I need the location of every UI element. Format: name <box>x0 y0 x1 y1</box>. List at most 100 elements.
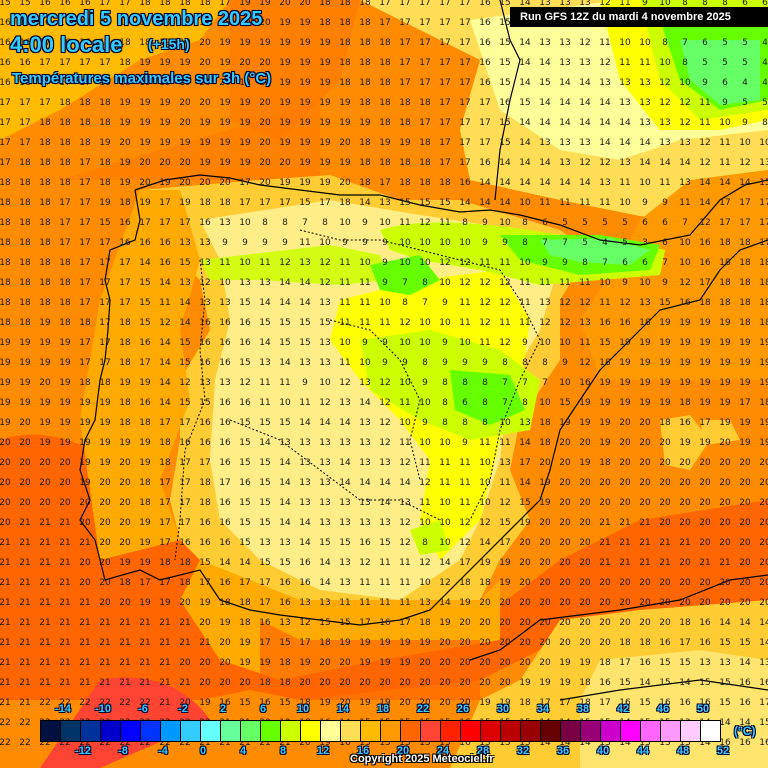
grid-value: 20 <box>119 138 131 148</box>
grid-value: 19 <box>719 318 731 328</box>
legend-label-top: 2 <box>219 703 227 715</box>
grid-value: 9 <box>622 278 628 288</box>
grid-value: 11 <box>499 258 511 268</box>
grid-value: 17 <box>79 218 91 228</box>
grid-value: 19 <box>559 418 571 428</box>
grid-value: 21 <box>619 518 631 528</box>
grid-value: 18 <box>119 318 131 328</box>
grid-value: 20 <box>659 478 671 488</box>
grid-value: 19 <box>319 698 331 708</box>
grid-value: 17 <box>699 418 711 428</box>
grid-value: 20 <box>639 458 651 468</box>
grid-value: 7 <box>522 378 528 388</box>
grid-value: 20 <box>579 598 591 608</box>
legend-label-bottom: 20 <box>396 745 410 757</box>
grid-value: 19 <box>119 378 131 388</box>
grid-value: 19 <box>699 398 711 408</box>
grid-value: 18 <box>419 98 431 108</box>
grid-value: 20 <box>719 518 731 528</box>
grid-value: 17 <box>59 218 71 228</box>
grid-value: 22 <box>39 698 51 708</box>
grid-value: 18 <box>719 258 731 268</box>
grid-value: 20 <box>539 598 551 608</box>
grid-value: 20 <box>579 478 591 488</box>
grid-value: 15 <box>499 118 511 128</box>
legend-swatch <box>181 721 201 741</box>
grid-value: 13 <box>179 238 191 248</box>
grid-value: 19 <box>359 658 371 668</box>
grid-value: 20 <box>0 478 11 488</box>
grid-value: 17 <box>59 58 71 68</box>
grid-value: 20 <box>539 518 551 528</box>
grid-value: 21 <box>259 738 271 748</box>
grid-value: 19 <box>59 398 71 408</box>
grid-value: 16 <box>0 18 11 28</box>
grid-value: 15 <box>239 518 251 528</box>
grid-value: 14 <box>339 478 351 488</box>
grid-value: 13 <box>179 278 191 288</box>
grid-value: 20 <box>559 438 571 448</box>
grid-value: 20 <box>179 698 191 708</box>
grid-value: 21 <box>19 658 31 668</box>
grid-value: 10 <box>439 278 451 288</box>
grid-value: 19 <box>279 58 291 68</box>
grid-value: 13 <box>319 458 331 468</box>
legend-swatch <box>61 721 81 741</box>
grid-value: 15 <box>299 198 311 208</box>
grid-value: 17 <box>379 0 391 8</box>
grid-value: 14 <box>719 178 731 188</box>
grid-value: 20 <box>39 478 51 488</box>
grid-value: 17 <box>39 98 51 108</box>
grid-value: 9 <box>362 238 368 248</box>
grid-value: 13 <box>359 498 371 508</box>
grid-value: 14 <box>299 518 311 528</box>
grid-value: 18 <box>39 138 51 148</box>
grid-value: 21 <box>0 678 11 688</box>
grid-value: 16 <box>599 678 611 688</box>
grid-value: 14 <box>319 578 331 588</box>
grid-value: 10 <box>459 338 471 348</box>
grid-value: 16 <box>479 38 491 48</box>
grid-value: 22 <box>0 718 11 728</box>
grid-value: 12 <box>579 38 591 48</box>
grid-value: 21 <box>639 518 651 528</box>
grid-value: 3 <box>642 238 648 248</box>
grid-value: 19 <box>419 638 431 648</box>
grid-value: 19 <box>139 198 151 208</box>
grid-value: 15 <box>499 138 511 148</box>
legend-swatch <box>581 721 601 741</box>
grid-value: 19 <box>199 698 211 708</box>
grid-value: 20 <box>739 558 751 568</box>
grid-value: 12 <box>739 158 751 168</box>
grid-value: 20 <box>0 458 11 468</box>
grid-value: 12 <box>579 358 591 368</box>
grid-value: 14 <box>539 98 551 108</box>
grid-value: 20 <box>699 598 711 608</box>
grid-value: 13 <box>279 538 291 548</box>
grid-value: 19 <box>239 0 251 8</box>
grid-value: 15 <box>639 698 651 708</box>
legend-swatch <box>281 721 301 741</box>
grid-value: 17 <box>119 258 131 268</box>
grid-value: 14 <box>559 78 571 88</box>
grid-value: 19 <box>339 118 351 128</box>
grid-value: 8 <box>522 238 528 248</box>
grid-value: 17 <box>399 38 411 48</box>
grid-value: 20 <box>439 698 451 708</box>
grid-value: 13 <box>399 498 411 508</box>
grid-value: 9 <box>342 238 348 248</box>
grid-value: 17 <box>79 258 91 268</box>
grid-value: 18 <box>739 318 751 328</box>
grid-value: 17 <box>759 698 768 708</box>
grid-value: 5 <box>622 238 628 248</box>
grid-value: 14 <box>259 438 271 448</box>
grid-value: 18 <box>439 178 451 188</box>
grid-value: 14 <box>159 358 171 368</box>
grid-value: 11 <box>579 278 591 288</box>
grid-value: 14 <box>639 158 651 168</box>
grid-value: 20 <box>579 638 591 648</box>
grid-value: 5 <box>602 218 608 228</box>
grid-value: 18 <box>239 618 251 628</box>
grid-value: 20 <box>759 598 768 608</box>
grid-value: 12 <box>659 98 671 108</box>
